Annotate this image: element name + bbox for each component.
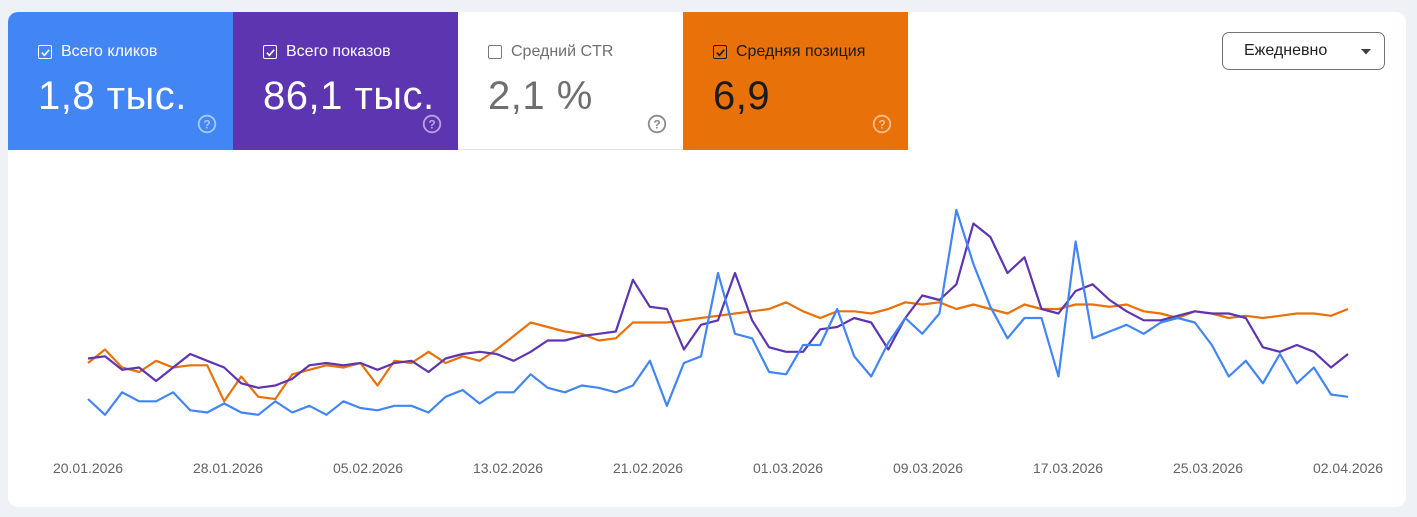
question-circle-icon[interactable]: ? (872, 114, 892, 134)
period-select-value: Ежедневно (1244, 42, 1328, 59)
metric-label: Всего показов (286, 43, 391, 60)
metric-value: 86,1 тыс. (263, 74, 435, 118)
question-circle-icon[interactable]: ? (647, 114, 667, 134)
metrics-row: Всего кликов 1,8 тыс. ? Всего показов 86… (8, 12, 908, 150)
metric-label: Средняя позиция (736, 43, 866, 60)
x-axis-tick-label: 25.03.2026 (1173, 460, 1243, 476)
metric-average-position[interactable]: Средняя позиция 6,9 ? (683, 12, 908, 150)
x-axis-tick-label: 01.03.2026 (753, 460, 823, 476)
svg-text:?: ? (653, 117, 660, 131)
x-axis-tick-label: 17.03.2026 (1033, 460, 1103, 476)
metric-header: Средняя позиция (713, 43, 865, 61)
question-circle-icon[interactable]: ? (422, 114, 442, 134)
svg-text:?: ? (203, 117, 210, 131)
x-axis-tick-label: 02.04.2026 (1313, 460, 1383, 476)
x-axis-tick-label: 05.02.2026 (333, 460, 403, 476)
series-line-2 (87, 301, 1349, 403)
metric-header: Всего кликов (38, 43, 157, 61)
metric-value: 2,1 % (488, 74, 593, 118)
performance-card: Всего кликов 1,8 тыс. ? Всего показов 86… (8, 12, 1406, 507)
metric-total-clicks[interactable]: Всего кликов 1,8 тыс. ? (8, 12, 233, 150)
caret-down-icon (1361, 49, 1371, 55)
checkbox-checked-icon[interactable] (263, 45, 277, 59)
metric-header: Средний CTR (488, 43, 613, 61)
x-axis-tick-label: 28.01.2026 (193, 460, 263, 476)
metric-average-ctr[interactable]: Средний CTR 2,1 % ? (458, 12, 683, 150)
question-circle-icon[interactable]: ? (197, 114, 217, 134)
period-select[interactable]: Ежедневно (1222, 32, 1385, 70)
svg-text:?: ? (878, 117, 885, 131)
x-axis-tick-label: 21.02.2026 (613, 460, 683, 476)
series-line-1 (87, 222, 1349, 389)
metric-label: Средний CTR (511, 43, 614, 60)
metric-total-impressions[interactable]: Всего показов 86,1 тыс. ? (233, 12, 458, 150)
svg-text:?: ? (428, 117, 435, 131)
x-axis-tick-label: 09.03.2026 (893, 460, 963, 476)
checkbox-checked-icon[interactable] (38, 45, 52, 59)
metric-label: Всего кликов (61, 43, 158, 60)
performance-line-chart: 20.01.2026 28.01.2026 05.02.2026 13.02.2026… (53, 208, 1383, 476)
checkbox-unchecked-icon[interactable] (488, 45, 502, 59)
x-axis-tick-label: 20.01.2026 (53, 460, 123, 476)
metric-value: 1,8 тыс. (38, 74, 187, 118)
metric-header: Всего показов (263, 43, 391, 61)
x-axis-tick-label: 13.02.2026 (473, 460, 543, 476)
checkbox-checked-icon[interactable] (713, 45, 727, 59)
series-line-0 (87, 208, 1349, 416)
metric-value: 6,9 (713, 74, 771, 118)
